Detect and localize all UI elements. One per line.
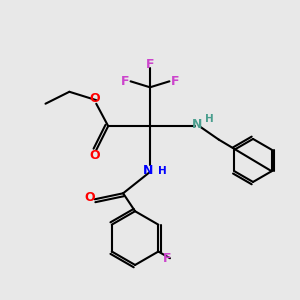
Text: H: H (158, 167, 167, 176)
Text: H: H (205, 114, 214, 124)
Text: O: O (89, 149, 100, 162)
Text: F: F (146, 58, 154, 71)
Text: F: F (170, 75, 179, 88)
Text: N: N (143, 164, 154, 177)
Text: O: O (84, 191, 95, 204)
Text: F: F (121, 75, 130, 88)
Text: N: N (192, 118, 202, 131)
Text: O: O (89, 92, 100, 105)
Text: F: F (163, 252, 172, 265)
